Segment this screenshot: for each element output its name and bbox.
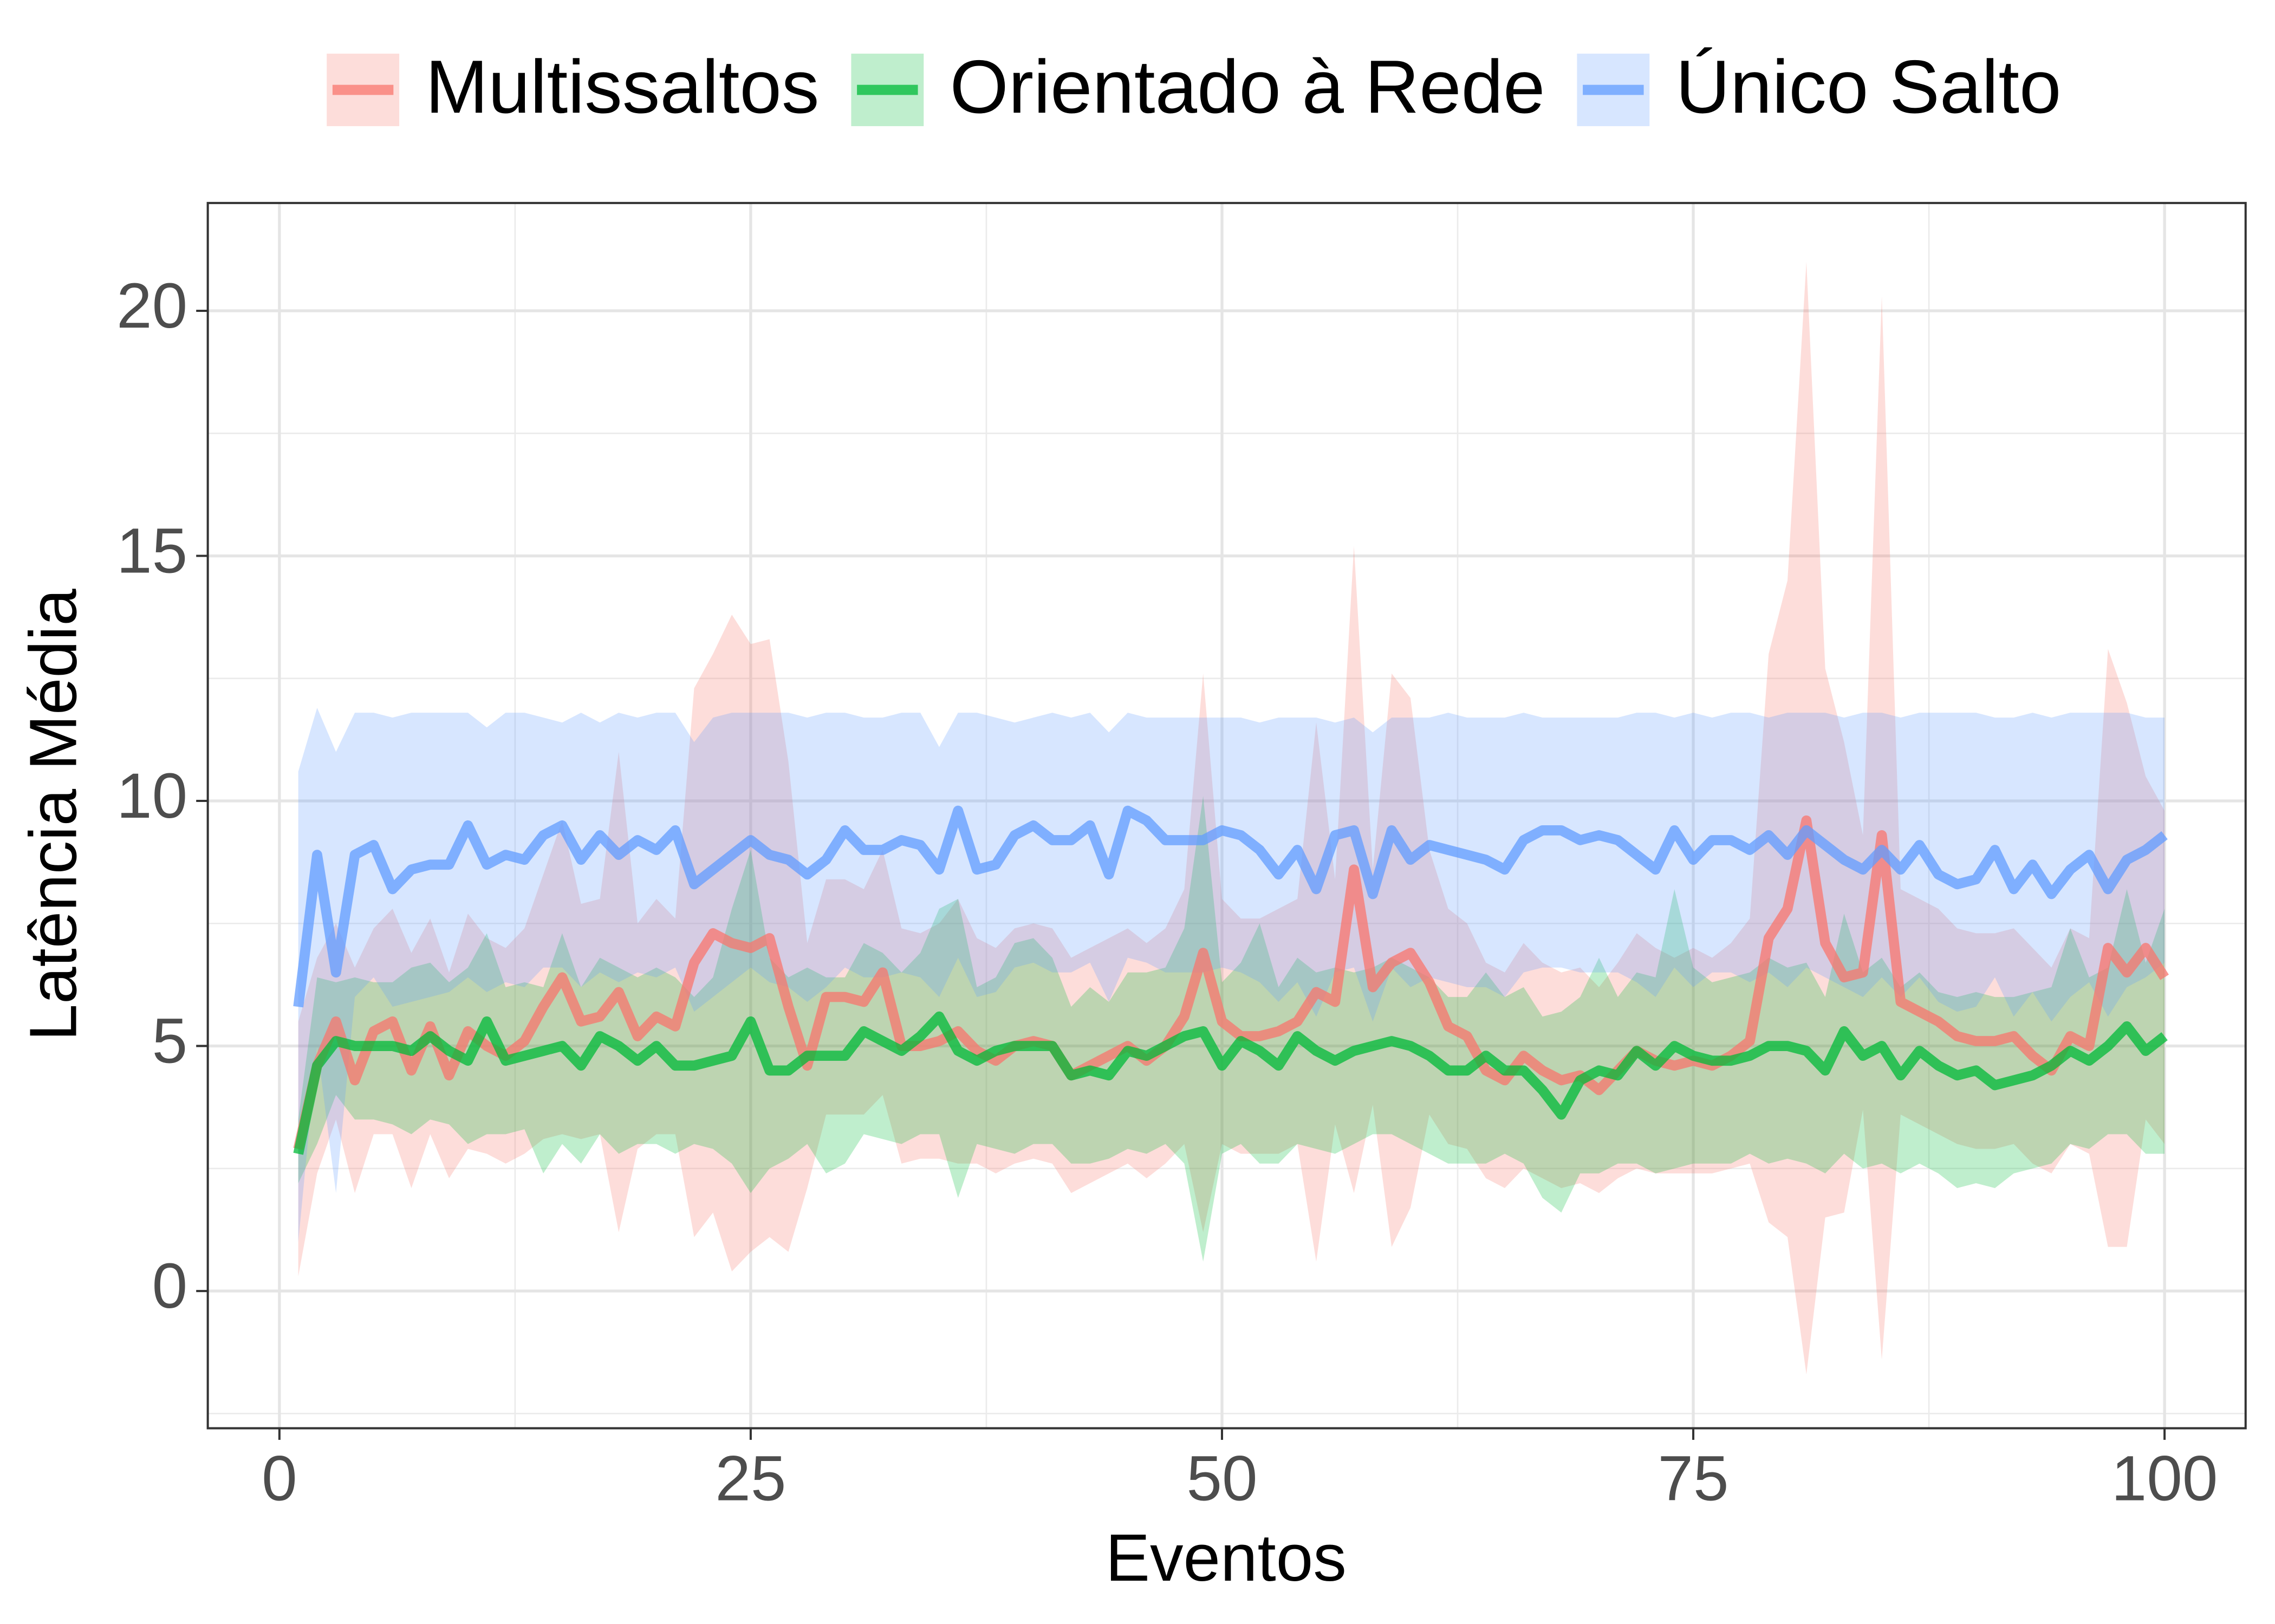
plot-border	[206, 201, 2247, 1430]
y-tick-label: 0	[152, 1250, 188, 1321]
line	[293, 815, 2169, 1150]
legend-label: Único Salto	[1675, 44, 2061, 129]
x-axis-title: Eventos	[1106, 1521, 1347, 1595]
x-tick-label: 0	[262, 1442, 297, 1514]
y-tick-label: 20	[116, 270, 187, 341]
legend: Multissaltos Orientado à Rede Único Salto	[327, 44, 2061, 129]
y-axis-title: Latência Média	[16, 589, 90, 1041]
plot-background	[207, 203, 2246, 1429]
lines	[293, 805, 2169, 1155]
line	[293, 805, 2168, 1008]
axes: 0 25 50 75 100 0 5 10 15 20	[116, 270, 2218, 1514]
ribbon	[298, 262, 2165, 1374]
x-tick-label: 50	[1186, 1442, 1257, 1514]
x-tick-label: 75	[1658, 1442, 1729, 1514]
y-tick-label: 5	[152, 1005, 188, 1077]
ribbon	[298, 708, 2165, 1242]
line	[293, 1011, 2168, 1155]
x-tick-label: 100	[2111, 1442, 2218, 1514]
legend-label: Multissaltos	[425, 44, 819, 129]
y-tick-label: 10	[116, 760, 187, 831]
legend-label: Orientado à Rede	[950, 44, 1545, 129]
y-tick-label: 15	[116, 515, 187, 586]
x-tick-label: 25	[715, 1442, 786, 1514]
